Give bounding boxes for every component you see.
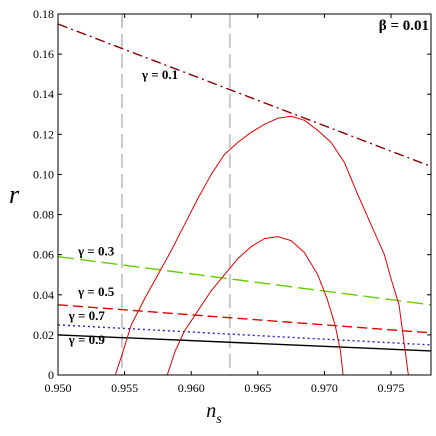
series-line xyxy=(57,255,432,306)
y-tick-label: 0.16 xyxy=(33,47,54,61)
y-axis-label: r xyxy=(9,180,20,209)
y-tick-label: 0 xyxy=(48,368,54,382)
x-axis-label: ns xyxy=(206,400,222,427)
x-tick-label: 0.965 xyxy=(244,381,271,395)
plot-frame xyxy=(57,13,432,376)
series-annotation: γ = 0.7 xyxy=(68,308,106,323)
x-axis-label-main: n xyxy=(206,400,216,422)
y-tick-label: 0.12 xyxy=(33,127,54,141)
series-line xyxy=(57,324,432,346)
y-tick-label: 0.10 xyxy=(33,167,54,181)
series-annotation: γ = 0.9 xyxy=(68,332,106,347)
y-tick-label: 0.14 xyxy=(33,87,54,101)
axis-ticks xyxy=(57,13,431,376)
x-tick-labels: 0.950 0.955 0.960 0.965 0.970 0.975 xyxy=(45,381,405,395)
y-tick-labels: 0 0.02 0.04 0.06 0.08 0.10 0.12 0.14 0.16 0.18 xyxy=(33,7,54,382)
contour-line xyxy=(166,236,344,376)
reference-lines xyxy=(120,14,231,375)
x-tick-label: 0.970 xyxy=(311,381,338,395)
x-tick-label: 0.950 xyxy=(45,381,72,395)
y-tick-label: 0.18 xyxy=(33,7,54,21)
annotations: γ = 0.1 γ = 0.3 γ = 0.5 γ = 0.7 γ = 0.9 xyxy=(68,67,179,347)
series-annotation: γ = 0.5 xyxy=(77,284,115,299)
y-tick-label: 0.06 xyxy=(33,248,54,262)
series-line xyxy=(57,334,432,352)
corner-label: β = 0.01 xyxy=(379,18,429,34)
series-lines xyxy=(57,23,432,352)
contours xyxy=(114,115,409,376)
series-annotation: γ = 0.3 xyxy=(77,244,115,259)
x-tick-label: 0.960 xyxy=(178,381,205,395)
x-tick-label: 0.975 xyxy=(378,381,405,395)
x-tick-label: 0.955 xyxy=(111,381,138,395)
series-annotation: γ = 0.1 xyxy=(141,67,178,82)
series-line xyxy=(57,23,432,168)
x-axis-label-sub: s xyxy=(216,412,222,427)
y-tick-label: 0.04 xyxy=(33,288,54,302)
contour-line xyxy=(114,115,409,376)
y-tick-label: 0.02 xyxy=(33,328,54,342)
y-tick-label: 0.08 xyxy=(33,208,54,222)
series-line xyxy=(57,304,432,334)
